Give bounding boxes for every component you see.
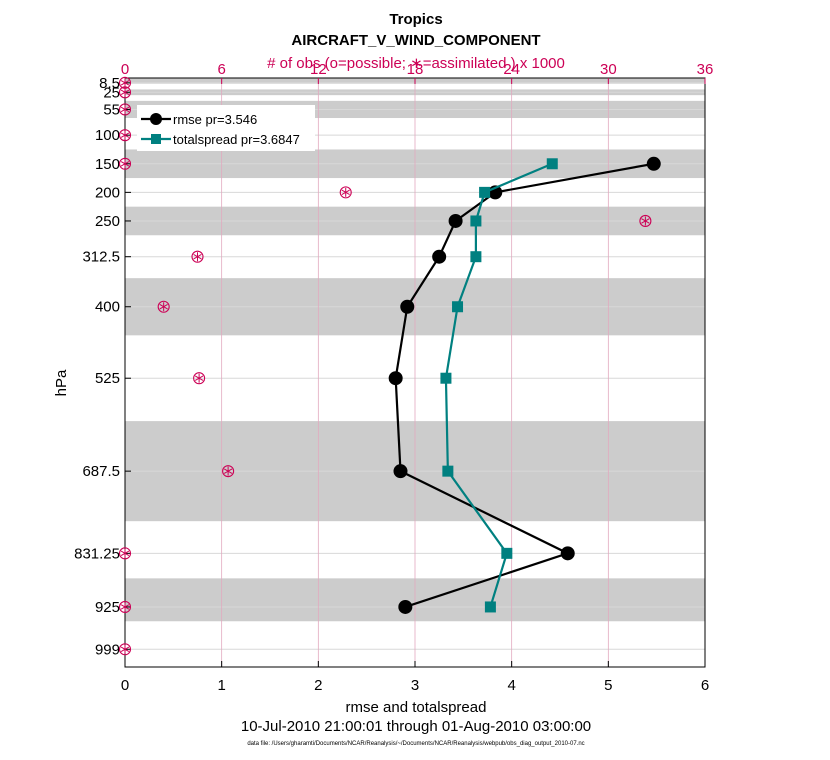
obs-possible-marker-6 — [639, 214, 652, 228]
series-1-point-0 — [546, 158, 558, 170]
obs-assimilated-marker-12 — [120, 602, 130, 612]
top-tick-label-1: 6 — [217, 61, 225, 78]
obs-assimilated-marker-4 — [120, 159, 130, 169]
obs-possible-marker-12 — [118, 600, 132, 614]
y-tick-label-9: 525 — [95, 370, 120, 387]
series-0-point-7 — [560, 546, 575, 561]
series-1-point-7 — [501, 547, 513, 559]
top-tick-label-3: 18 — [407, 61, 424, 78]
x-tick-label-4: 4 — [507, 677, 515, 694]
series-1-point-3 — [470, 251, 482, 263]
chart-title: Tropics — [389, 11, 442, 28]
obs-possible-marker-5 — [339, 186, 352, 199]
series-0-point-0 — [646, 156, 661, 171]
series-1-point-6 — [442, 465, 454, 477]
series-1-point-5 — [440, 372, 452, 384]
y-tick-label-13: 999 — [95, 641, 120, 658]
obs-possible-marker-7 — [191, 250, 204, 263]
obs-possible-marker-9 — [193, 372, 206, 385]
top-axis-label: # of obs (o=possible; ∗=assimilated ) x … — [267, 55, 565, 72]
time-range-label: 10-Jul-2010 21:00:01 through 01-Aug-2010… — [241, 718, 591, 735]
x-tick-label-1: 1 — [217, 677, 225, 694]
series-1-point-8 — [484, 601, 496, 613]
y-tick-label-8: 400 — [95, 299, 120, 316]
y-tick-label-11: 831.25 — [74, 545, 120, 562]
y-tick-label-10: 687.5 — [82, 463, 120, 480]
y-axis-label: hPa — [53, 369, 70, 396]
obs-assimilated-marker-3 — [120, 130, 130, 140]
x-tick-label-0: 0 — [121, 677, 129, 694]
obs-assimilated-marker-6 — [641, 216, 650, 226]
obs-assimilated-marker-0 — [120, 78, 130, 88]
legend-box — [137, 105, 315, 151]
top-tick-label-5: 30 — [600, 61, 617, 78]
obs-assimilated-marker-5 — [341, 187, 350, 197]
y-tick-label-12: 925 — [95, 599, 120, 616]
obs-possible-marker-2 — [118, 103, 132, 116]
obs-assimilated-marker-11 — [120, 548, 130, 558]
series-0-point-6 — [393, 464, 408, 479]
x-tick-label-2: 2 — [314, 677, 322, 694]
legend-marker-0 — [150, 113, 162, 125]
y-tick-label-5: 200 — [95, 184, 120, 201]
obs-assimilated-marker-7 — [193, 252, 202, 262]
series-1-point-1 — [479, 186, 491, 198]
series-0-point-8 — [398, 599, 413, 614]
series-1-point-2 — [470, 215, 482, 227]
top-tick-label-0: 0 — [121, 61, 129, 78]
x-axis-label: rmse and totalspread — [346, 699, 487, 716]
top-tick-label-6: 36 — [697, 61, 714, 78]
series-0-point-3 — [432, 249, 447, 264]
top-tick-label-2: 12 — [310, 61, 327, 78]
obs-possible-marker-3 — [118, 129, 132, 142]
obs-assimilated-marker-2 — [120, 104, 130, 114]
y-tick-label-1: 25 — [103, 84, 120, 101]
top-tick-label-4: 24 — [503, 61, 520, 78]
legend-marker-1 — [151, 134, 161, 144]
obs-possible-marker-4 — [118, 157, 132, 170]
obs-possible-marker-8 — [157, 300, 170, 313]
series-1-point-4 — [452, 301, 464, 313]
obs-assimilated-marker-10 — [223, 466, 233, 476]
x-tick-label-5: 5 — [604, 677, 612, 694]
obs-assimilated-marker-9 — [194, 373, 204, 383]
y-tick-label-6: 250 — [95, 213, 120, 230]
chart-subtitle: AIRCRAFT_V_WIND_COMPONENT — [291, 32, 540, 49]
obs-assimilated-marker-8 — [159, 302, 168, 312]
plot-layer: 0 1 2 3 4 5 60 6 12 18 24 30 368.5255510015020025031… — [74, 61, 713, 694]
obs-assimilated-marker-1 — [120, 87, 130, 97]
series-0-point-4 — [400, 299, 415, 314]
series-0-point-5 — [388, 371, 403, 386]
obs-possible-marker-10 — [222, 465, 235, 478]
legend-label-1: totalspread pr=3.6847 — [173, 132, 300, 147]
obs-assimilated-marker-13 — [120, 644, 130, 654]
y-tick-label-3: 100 — [95, 127, 120, 144]
data-file-footnote: data file: /Users/gharamti/Documents/NCA… — [247, 741, 584, 747]
y-tick-label-7: 312.5 — [82, 249, 120, 266]
x-tick-label-3: 3 — [411, 677, 419, 694]
obs-possible-marker-1 — [118, 86, 132, 99]
series-0-point-2 — [448, 213, 463, 228]
obs-possible-marker-13 — [118, 643, 132, 656]
y-tick-label-4: 150 — [95, 156, 120, 173]
legend-label-0: rmse pr=3.546 — [173, 112, 257, 127]
y-tick-label-0: 8.5 — [99, 75, 120, 92]
obs-possible-marker-11 — [118, 547, 132, 560]
y-tick-label-2: 55 — [103, 101, 120, 118]
x-tick-label-6: 6 — [701, 677, 709, 694]
